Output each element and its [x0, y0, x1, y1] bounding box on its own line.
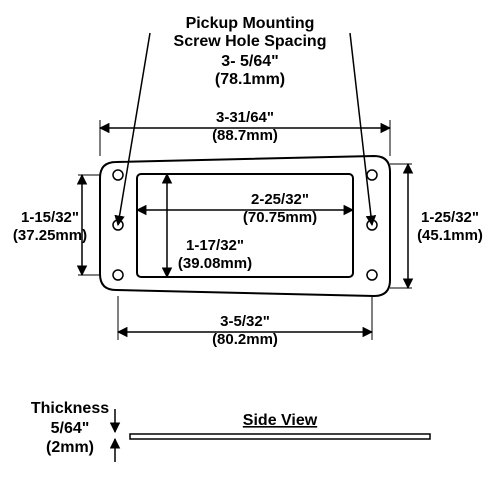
svg-text:2-25/32": 2-25/32" [251, 191, 309, 208]
technical-drawing: Pickup Mounting Screw Hole Spacing 3- 5/… [0, 0, 500, 500]
leader-left [118, 33, 150, 225]
svg-text:1-15/32": 1-15/32" [21, 209, 79, 226]
side-view [130, 434, 430, 439]
svg-text:3-31/64": 3-31/64" [216, 109, 274, 126]
screw-hole [113, 270, 123, 280]
pickup-ring-top-view [100, 156, 390, 296]
title-line2: Screw Hole Spacing [174, 33, 327, 50]
title-line1: Pickup Mounting [186, 15, 315, 32]
svg-text:(37.25mm): (37.25mm) [13, 227, 87, 244]
svg-text:(88.7mm): (88.7mm) [212, 127, 278, 144]
svg-text:(2mm): (2mm) [46, 439, 94, 456]
screw-hole [113, 170, 123, 180]
screw-hole [367, 270, 377, 280]
svg-text:(45.1mm): (45.1mm) [417, 227, 483, 244]
title-dim-mm: (78.1mm) [215, 71, 285, 88]
svg-text:(80.2mm): (80.2mm) [212, 331, 278, 348]
side-view-label: Side View [243, 412, 318, 429]
svg-text:1-25/32": 1-25/32" [421, 209, 479, 226]
thickness-label: Thickness [31, 400, 109, 417]
svg-text:3-5/32": 3-5/32" [220, 313, 270, 330]
svg-text:(70.75mm): (70.75mm) [243, 209, 317, 226]
svg-text:(39.08mm): (39.08mm) [178, 255, 252, 272]
title-dim: 3- 5/64" [221, 53, 278, 70]
svg-text:1-17/32": 1-17/32" [186, 237, 244, 254]
screw-hole [367, 170, 377, 180]
svg-text:5/64": 5/64" [51, 420, 90, 437]
